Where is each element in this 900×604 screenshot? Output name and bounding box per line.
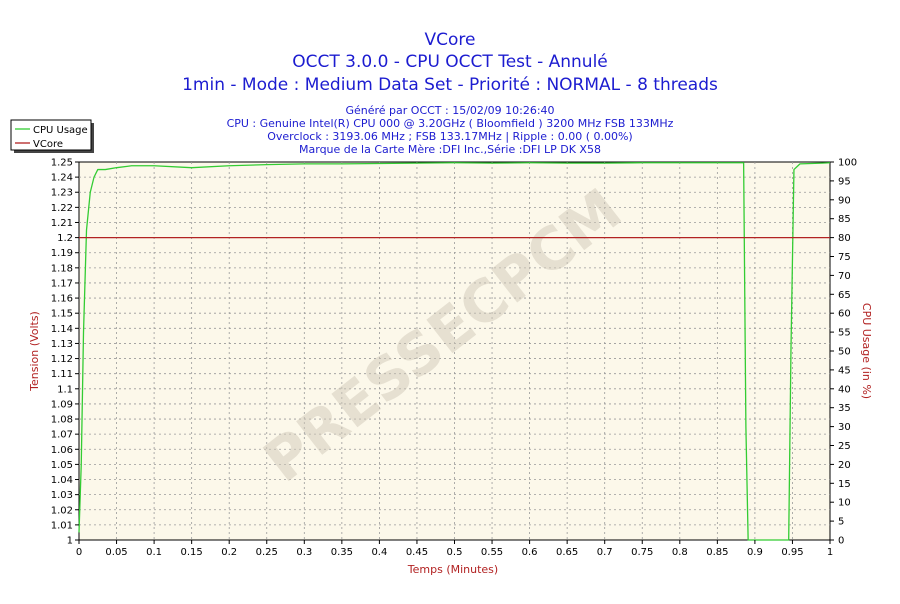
y2-tick-label: 20 (838, 460, 851, 471)
x-tick-label: 0.85 (706, 547, 728, 558)
y2-tick-label: 75 (838, 252, 851, 263)
y-tick-label: 1.11 (51, 369, 73, 380)
y2-tick-label: 15 (838, 479, 851, 490)
y2-tick-label: 70 (838, 271, 851, 282)
y2-tick-label: 40 (838, 384, 851, 395)
y2-tick-label: 10 (838, 498, 851, 509)
x-tick-label: 0.1 (146, 547, 162, 558)
y2-tick-label: 0 (838, 536, 844, 547)
x-tick-label: 0.45 (406, 547, 428, 558)
y-tick-label: 1.08 (51, 415, 73, 426)
legend-label-vcore: VCore (33, 139, 63, 150)
info-line-overclock: Overclock : 3193.06 MHz ; FSB 133.17MHz … (267, 130, 632, 143)
y2-tick-label: 25 (838, 441, 851, 452)
x-tick-label: 0.9 (747, 547, 763, 558)
x-tick-label: 0.35 (331, 547, 353, 558)
x-tick-label: 0.15 (181, 547, 203, 558)
y-tick-label: 1.07 (51, 430, 73, 441)
x-tick-label: 0.55 (481, 547, 503, 558)
tick-layer: 0 0.05 0.1 0.15 0.2 0.25 0.3 0.35 0.4 0.45 0.5 0.55… (51, 158, 857, 559)
y2-tick-label: 90 (838, 195, 851, 206)
y-tick-label: 1.19 (51, 248, 73, 259)
y2-tick-label: 50 (838, 347, 851, 358)
y-tick-label: 1.14 (51, 324, 73, 335)
x-tick-label: 0.05 (105, 547, 127, 558)
y-tick-label: 1.1 (57, 384, 73, 395)
y-tick-label: 1.15 (51, 309, 73, 320)
x-tick-label: 0.6 (522, 547, 538, 558)
info-line-generated: Généré par OCCT : 15/02/09 10:26:40 (345, 104, 554, 117)
y-tick-label: 1.01 (51, 520, 73, 531)
y-tick-label: 1.21 (51, 218, 73, 229)
y-tick-label: 1.16 (51, 294, 73, 305)
chart-title: VCore (425, 30, 476, 50)
y-tick-label: 1 (67, 536, 73, 547)
legend-label-cpu-usage: CPU Usage (33, 125, 88, 136)
x-tick-label: 0.3 (296, 547, 312, 558)
y2-tick-label: 65 (838, 290, 851, 301)
x-tick-label: 0.75 (631, 547, 653, 558)
series-layer (78, 162, 831, 541)
x-axis-label: Temps (Minutes) (407, 563, 498, 576)
y-tick-label: 1.03 (51, 490, 73, 501)
y2-tick-label: 85 (838, 214, 851, 225)
x-tick-label: 0.95 (781, 547, 803, 558)
legend-box (10, 119, 92, 151)
legend: CPU Usage VCore (10, 119, 94, 153)
y-tick-label: 1.06 (51, 445, 73, 456)
series-line-cpu-usage (78, 162, 831, 541)
chart-subtitle-2: 1min - Mode : Medium Data Set - Priorité… (182, 75, 718, 95)
x-tick-label: 0.2 (221, 547, 237, 558)
y-tick-label: 1.17 (51, 278, 73, 289)
y2-tick-label: 45 (838, 365, 851, 376)
y-tick-label: 1.24 (51, 173, 73, 184)
x-tick-label: 0.5 (447, 547, 463, 558)
y-tick-label: 1.22 (51, 203, 73, 214)
y-tick-label: 1.18 (51, 263, 73, 274)
y2-tick-label: 95 (838, 176, 851, 187)
x-tick-label: 0.8 (672, 547, 688, 558)
x-tick-label: 1 (827, 547, 833, 558)
y2-tick-label: 35 (838, 403, 851, 414)
x-tick-label: 0.7 (597, 547, 613, 558)
y-tick-label: 1.23 (51, 188, 73, 199)
x-tick-label: 0.25 (256, 547, 278, 558)
y2-tick-label: 60 (838, 309, 851, 320)
y-tick-label: 1.2 (57, 233, 73, 244)
y-tick-label: 1.05 (51, 460, 73, 471)
info-line-motherboard: Marque de la Carte Mère :DFI Inc.,Série … (299, 143, 601, 156)
y-tick-label: 1.02 (51, 505, 73, 516)
y2-axis-label: CPU Usage (in %) (860, 303, 873, 399)
y-tick-label: 1.13 (51, 339, 73, 350)
y-axis-label: Tension (Volts) (28, 311, 41, 392)
info-line-cpu: CPU : Genuine Intel(R) CPU 000 @ 3.20GHz… (227, 117, 674, 130)
y-tick-label: 1.09 (51, 399, 73, 410)
y-tick-label: 1.04 (51, 475, 73, 486)
y-tick-label: 1.25 (51, 158, 73, 169)
y2-tick-label: 30 (838, 422, 851, 433)
x-tick-label: 0 (76, 547, 82, 558)
y2-tick-label: 100 (838, 158, 857, 169)
chart-subtitle-1: OCCT 3.0.0 - CPU OCCT Test - Annulé (292, 52, 608, 72)
grid (79, 162, 830, 540)
x-tick-label: 0.4 (371, 547, 387, 558)
y2-tick-label: 5 (838, 517, 844, 528)
y2-tick-label: 55 (838, 328, 851, 339)
y2-tick-label: 80 (838, 233, 851, 244)
x-tick-label: 0.65 (556, 547, 578, 558)
y-tick-label: 1.12 (51, 354, 73, 365)
